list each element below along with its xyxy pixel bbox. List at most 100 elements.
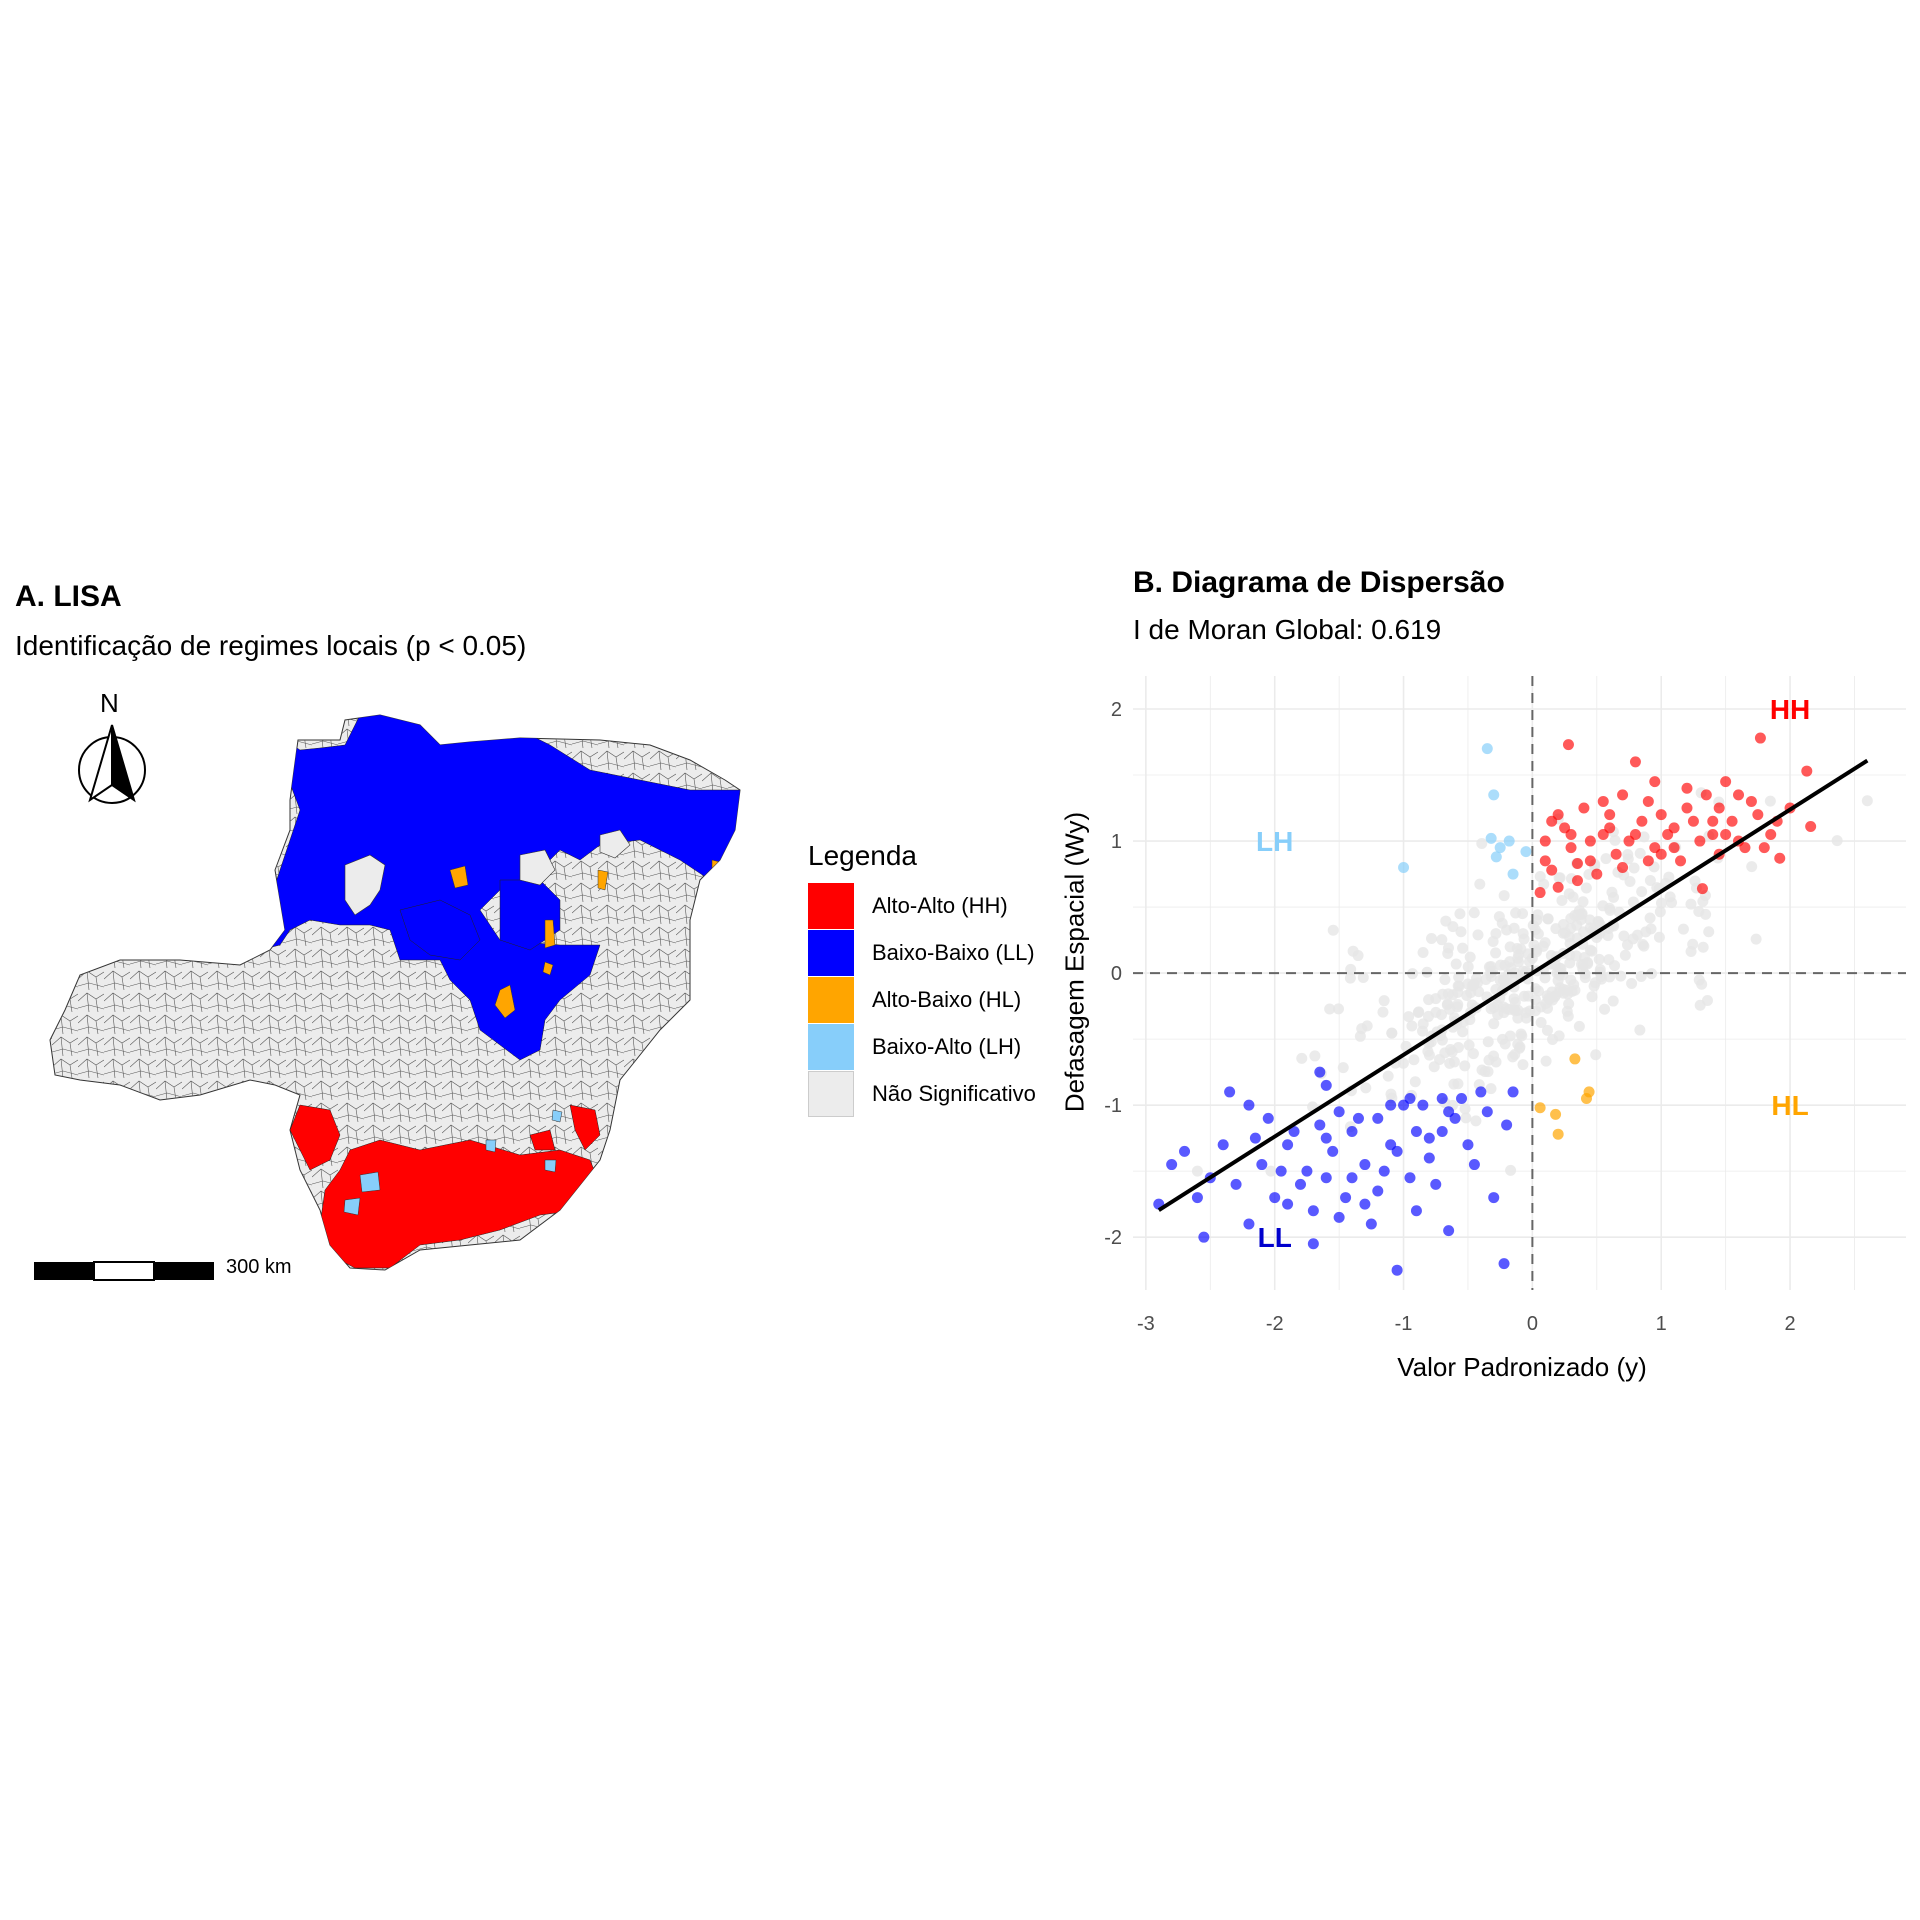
point-ll (1282, 1198, 1294, 1210)
point-ns (1493, 911, 1505, 923)
point-ll (1372, 1185, 1384, 1197)
point-hh (1649, 842, 1661, 854)
point-ll (1314, 1066, 1326, 1078)
point-ns (1377, 1006, 1389, 1018)
point-ns (1638, 831, 1650, 843)
point-ll (1501, 1119, 1513, 1131)
point-ll (1282, 1139, 1294, 1151)
point-ns (1764, 795, 1776, 807)
point-ll (1320, 1172, 1332, 1184)
point-hh (1571, 875, 1583, 887)
point-hh (1694, 835, 1706, 847)
point-ns (1386, 1027, 1398, 1039)
legend-item-hh: Alto-Alto (HH) (808, 882, 1036, 929)
point-ns (1861, 795, 1873, 807)
point-hh (1546, 864, 1558, 876)
region-hl (449, 859, 721, 1019)
point-ns (1347, 945, 1359, 957)
point-ll (1475, 1086, 1487, 1098)
scatter-subtitle: I de Moran Global: 0.619 (1133, 614, 1442, 645)
point-hh (1565, 828, 1577, 840)
quadrant-label-hh: HH (1770, 694, 1810, 725)
point-ns (1609, 960, 1621, 972)
point-ns (1495, 959, 1507, 971)
point-ns (1412, 1007, 1424, 1019)
point-ns (1488, 1018, 1500, 1030)
point-hh (1675, 855, 1687, 867)
point-ns (1600, 853, 1612, 865)
point-ns (1471, 972, 1483, 984)
point-ll (1481, 1106, 1493, 1118)
point-hh (1539, 855, 1551, 867)
point-ns (1609, 834, 1621, 846)
point-ns (1191, 1165, 1203, 1177)
point-ns (1618, 930, 1630, 942)
point-ll (1443, 1225, 1455, 1237)
point-hh (1584, 835, 1596, 847)
point-ns (1538, 878, 1550, 890)
point-ns (1520, 1012, 1532, 1024)
point-ll (1359, 1159, 1371, 1171)
point-ns (1332, 1003, 1344, 1015)
point-ns (1476, 1064, 1488, 1076)
legend-item-ns: Não Significativo (808, 1070, 1036, 1117)
y-axis-label: Defasagem Espacial (Wy) (1059, 811, 1090, 1113)
point-ll (1217, 1139, 1229, 1151)
point-ns (1517, 1059, 1529, 1071)
point-hh (1801, 765, 1813, 777)
point-ns (1685, 945, 1697, 957)
point-ns (1409, 1076, 1421, 1088)
point-hh (1668, 822, 1680, 834)
point-ll (1249, 1132, 1261, 1144)
point-ns (1385, 1088, 1397, 1100)
point-hl (1580, 1093, 1592, 1105)
point-ns (1510, 907, 1522, 919)
point-ns (1606, 886, 1618, 898)
y-tick-label: 1 (1111, 831, 1122, 853)
point-ll (1410, 1126, 1422, 1138)
point-ns (1531, 944, 1543, 956)
legend-key-hh (808, 882, 854, 929)
point-ns (1422, 1045, 1434, 1057)
point-ns (1570, 950, 1582, 962)
point-hh (1700, 789, 1712, 801)
annotations: HH LH LL HL (1256, 694, 1810, 1253)
point-ns (1532, 909, 1544, 921)
hole-3 (599, 829, 631, 859)
point-hh (1552, 881, 1564, 893)
north-arrow (78, 724, 146, 804)
point-ll (1385, 1099, 1397, 1111)
point-ll (1430, 1178, 1442, 1190)
point-ns (1567, 891, 1579, 903)
x-tick-label: 1 (1656, 1313, 1667, 1335)
point-hh (1604, 809, 1616, 821)
point-ns (1573, 1020, 1585, 1032)
point-ns (1430, 993, 1442, 1005)
point-ns (1655, 897, 1667, 909)
legend-label-hh: Alto-Alto (HH) (872, 892, 1008, 918)
point-ns (1541, 1002, 1553, 1014)
point-ll (1230, 1178, 1242, 1190)
point-ll (1320, 1132, 1332, 1144)
point-ns (1515, 1028, 1527, 1040)
x-axis-label: Valor Padronizado (y) (1397, 1352, 1647, 1382)
point-hh (1726, 815, 1738, 827)
point-ns (1597, 900, 1609, 912)
point-ll (1443, 1106, 1455, 1118)
point-ll (1166, 1159, 1178, 1171)
point-ns (1596, 973, 1608, 985)
point-hh (1655, 809, 1667, 821)
point-ll (1198, 1231, 1210, 1243)
point-hh (1534, 887, 1546, 899)
point-hh (1739, 842, 1751, 854)
point-ns (1508, 922, 1520, 934)
point-ll (1436, 1126, 1448, 1138)
point-ll (1462, 1139, 1474, 1151)
point-ns (1296, 1052, 1308, 1064)
regression-line (1157, 758, 1869, 1212)
point-ns (1430, 1006, 1442, 1018)
point-ll (1262, 1112, 1274, 1124)
hole-1 (344, 854, 386, 916)
point-ns (1360, 1082, 1372, 1094)
point-ll (1327, 1145, 1339, 1157)
